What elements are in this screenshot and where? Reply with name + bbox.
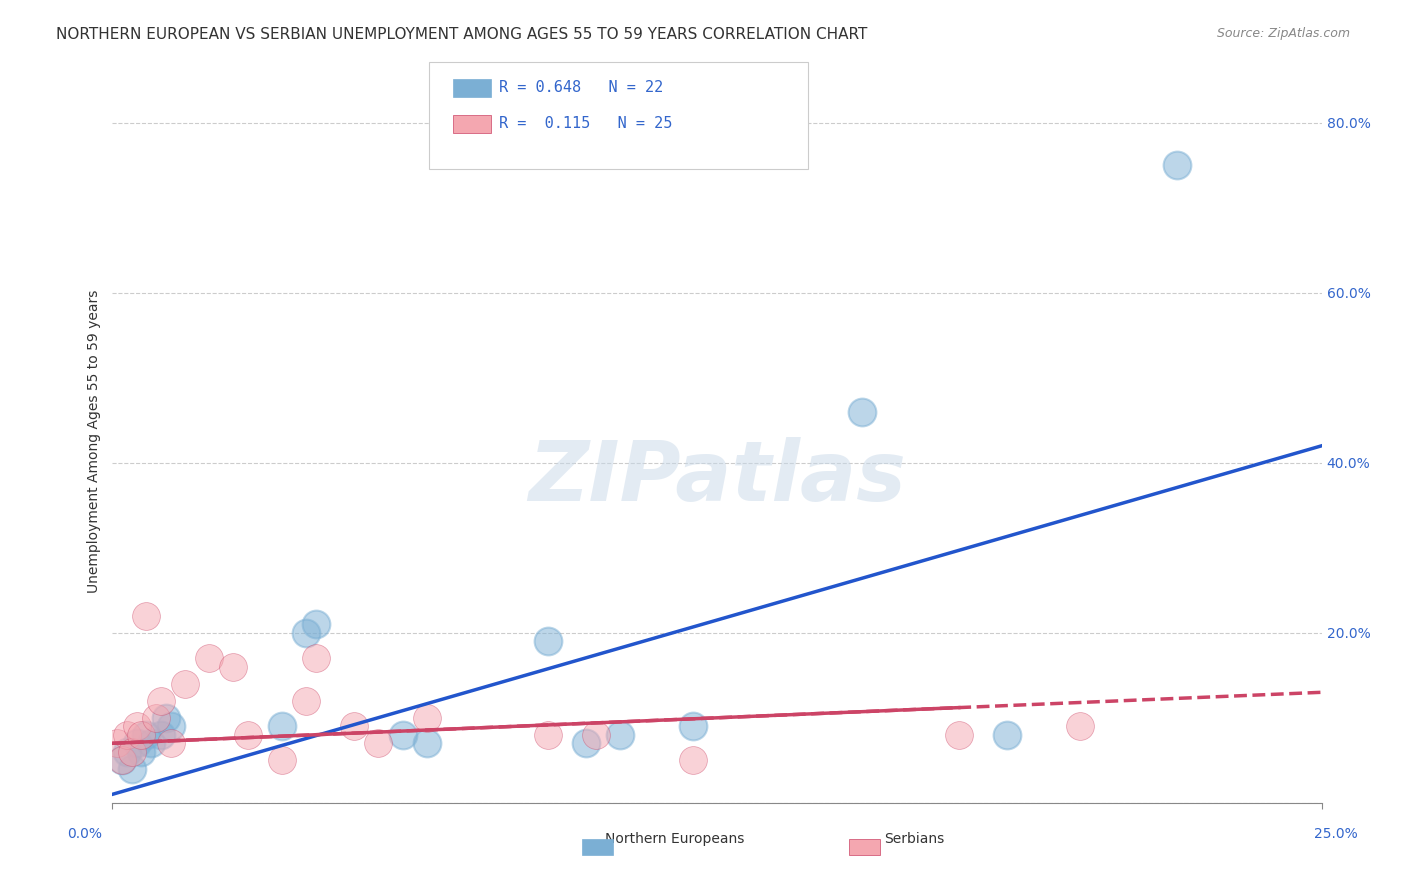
Point	[1166, 158, 1188, 172]
Y-axis label: Unemployment Among Ages 55 to 59 years: Unemployment Among Ages 55 to 59 years	[87, 290, 101, 593]
Point	[105, 736, 128, 750]
Point	[416, 736, 439, 750]
Text: 0.0%: 0.0%	[67, 828, 101, 841]
Point	[304, 651, 326, 665]
Point	[585, 728, 607, 742]
Point	[270, 719, 292, 733]
Point	[159, 719, 181, 733]
Point	[115, 728, 138, 742]
Point	[222, 660, 245, 674]
Point	[682, 719, 704, 733]
Point	[295, 694, 318, 708]
Point	[367, 736, 389, 750]
Point	[1069, 719, 1091, 733]
Point	[995, 728, 1018, 742]
Point	[416, 711, 439, 725]
Point	[135, 728, 157, 742]
Point	[159, 736, 181, 750]
Point	[304, 617, 326, 632]
Text: ZIPatlas: ZIPatlas	[529, 437, 905, 518]
Point	[111, 753, 134, 767]
Text: R =  0.115   N = 25: R = 0.115 N = 25	[499, 116, 672, 130]
Point	[121, 745, 143, 759]
Point	[155, 711, 177, 725]
Text: Northern Europeans: Northern Europeans	[605, 832, 745, 846]
Point	[149, 694, 172, 708]
Point	[537, 728, 560, 742]
Point	[149, 728, 172, 742]
Point	[111, 753, 134, 767]
Point	[609, 728, 631, 742]
Text: 25.0%: 25.0%	[1313, 828, 1358, 841]
Text: Serbians: Serbians	[884, 832, 943, 846]
Point	[391, 728, 413, 742]
Text: Source: ZipAtlas.com: Source: ZipAtlas.com	[1216, 27, 1350, 40]
Point	[131, 745, 153, 759]
Point	[145, 711, 167, 725]
Point	[141, 736, 163, 750]
Point	[682, 753, 704, 767]
Point	[236, 728, 259, 742]
Point	[343, 719, 366, 733]
Text: R = 0.648   N = 22: R = 0.648 N = 22	[499, 80, 664, 95]
Point	[135, 608, 157, 623]
Point	[198, 651, 221, 665]
Point	[270, 753, 292, 767]
Point	[295, 625, 318, 640]
Point	[115, 745, 138, 759]
Text: NORTHERN EUROPEAN VS SERBIAN UNEMPLOYMENT AMONG AGES 55 TO 59 YEARS CORRELATION : NORTHERN EUROPEAN VS SERBIAN UNEMPLOYMEN…	[56, 27, 868, 42]
Point	[131, 728, 153, 742]
Point	[174, 677, 197, 691]
Point	[575, 736, 598, 750]
Point	[121, 762, 143, 776]
Point	[851, 405, 873, 419]
Point	[537, 634, 560, 648]
Point	[948, 728, 970, 742]
Point	[125, 736, 148, 750]
Point	[125, 719, 148, 733]
